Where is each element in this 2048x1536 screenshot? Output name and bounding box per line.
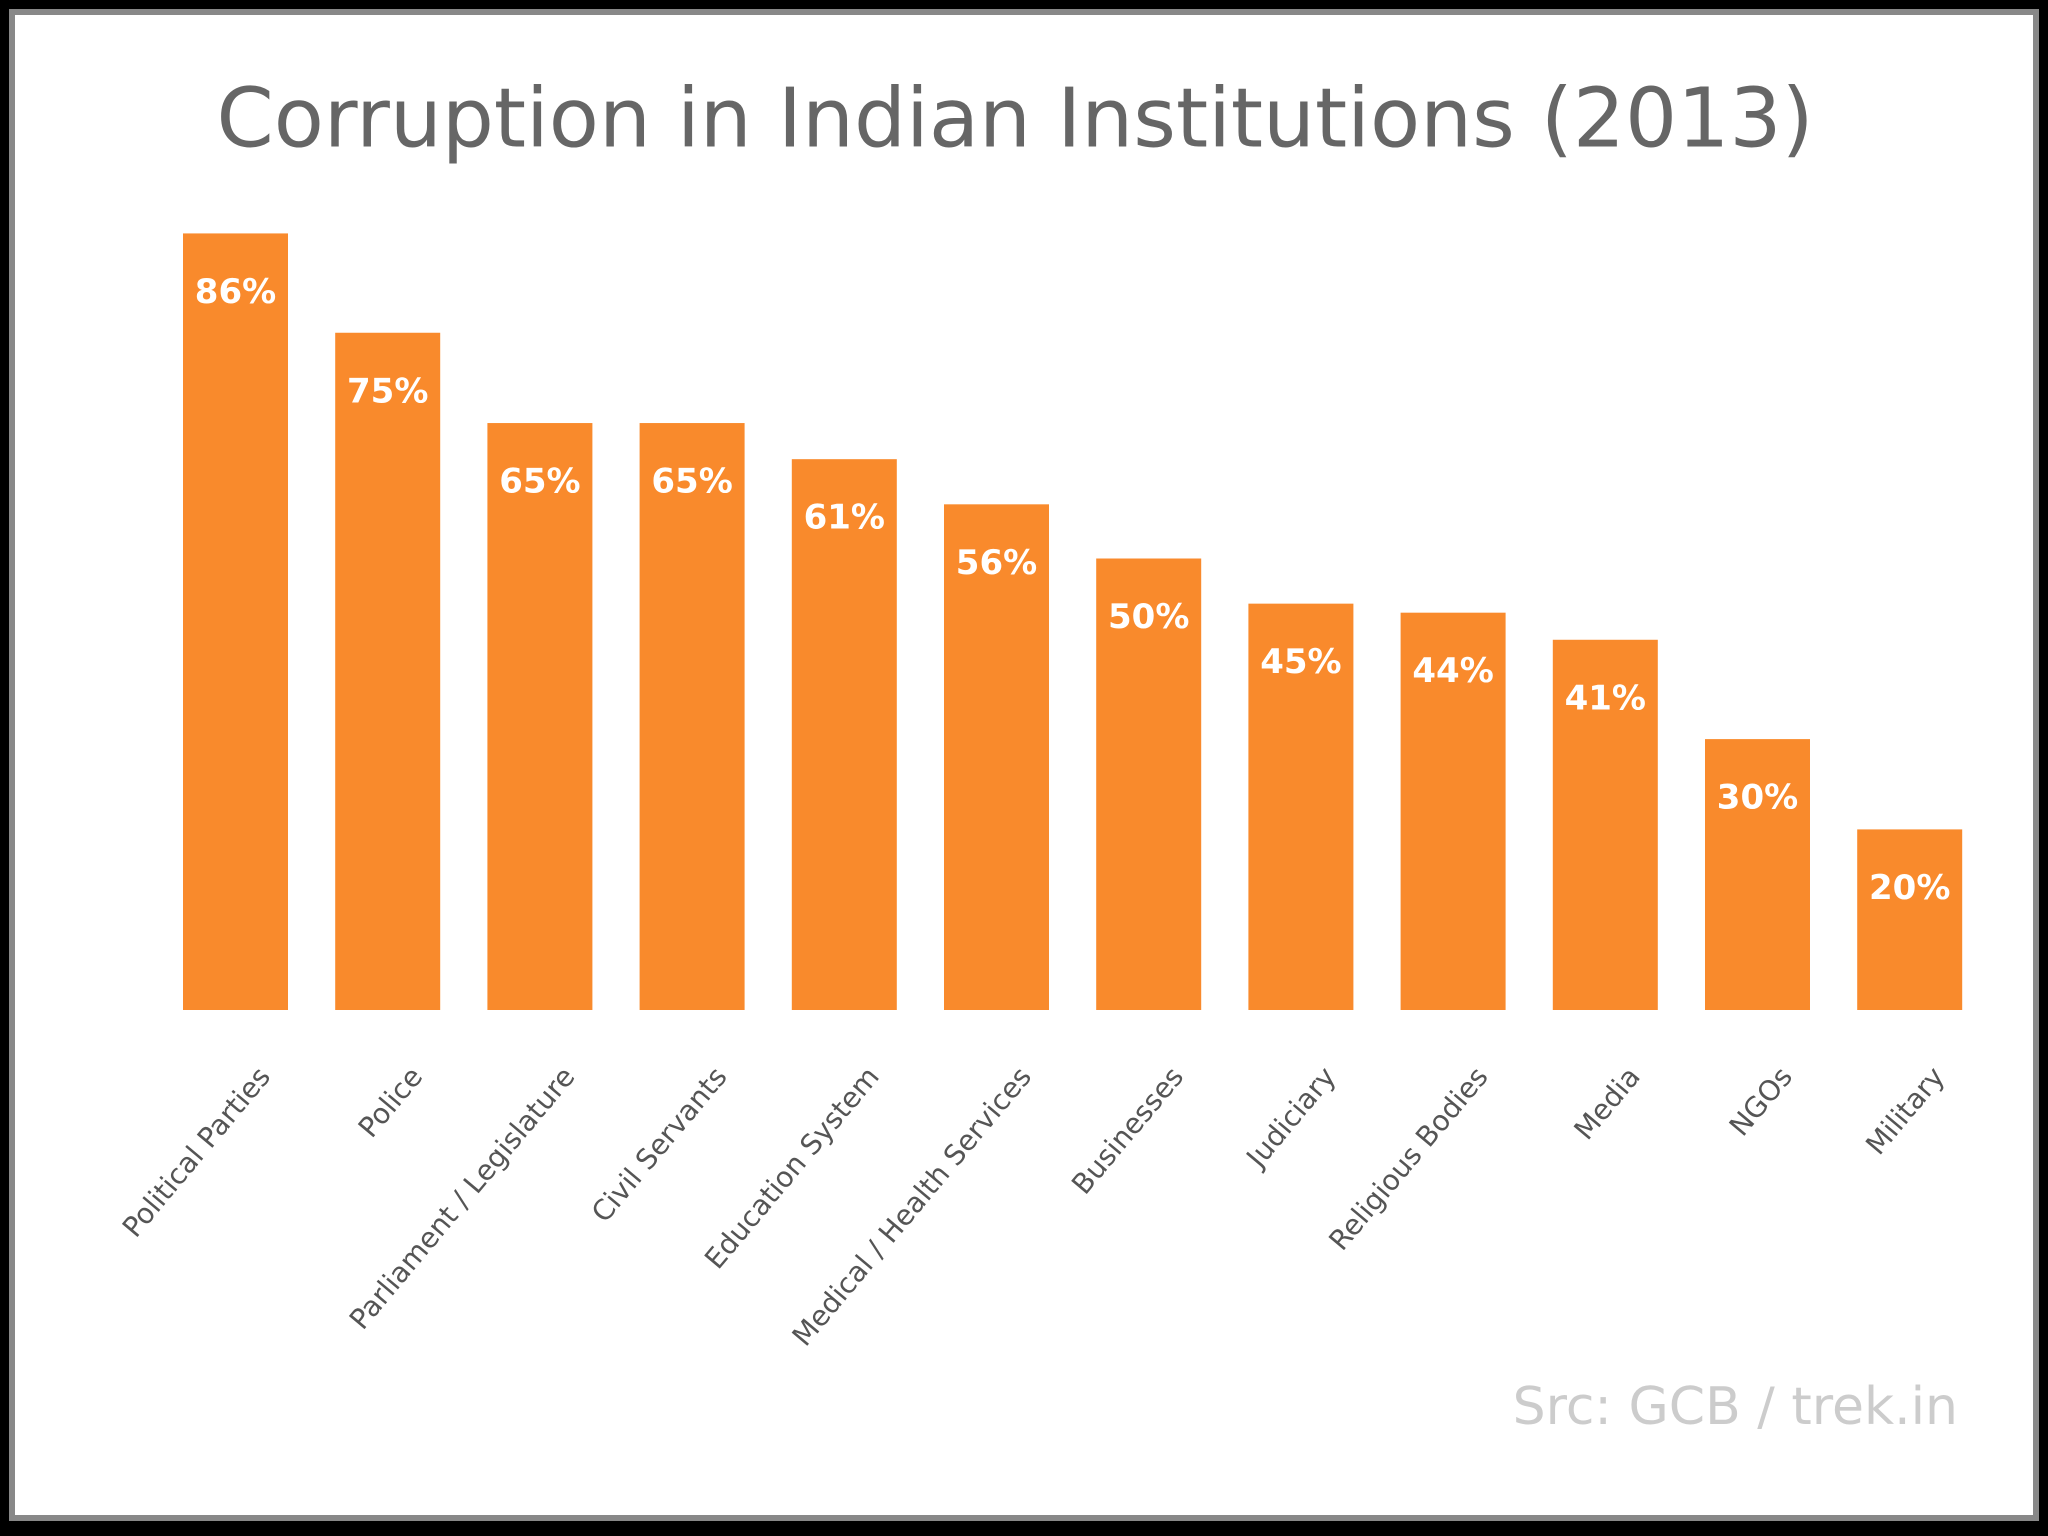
value-label: 56% bbox=[956, 543, 1037, 583]
bar bbox=[1248, 603, 1354, 1010]
value-label: 44% bbox=[1412, 651, 1493, 691]
bar bbox=[791, 459, 897, 1010]
value-label: 20% bbox=[1869, 868, 1950, 908]
bar bbox=[944, 504, 1049, 1010]
bar bbox=[1705, 739, 1810, 1010]
chart-title: Corruption in Indian Institutions (2013) bbox=[216, 71, 1813, 166]
value-label: 50% bbox=[1108, 597, 1189, 637]
bar bbox=[1857, 829, 1963, 1010]
value-label: 65% bbox=[651, 462, 732, 502]
value-label: 45% bbox=[1260, 642, 1341, 682]
bar bbox=[1552, 639, 1658, 1010]
value-label: 41% bbox=[1565, 678, 1646, 718]
value-label: 30% bbox=[1717, 778, 1798, 818]
bar bbox=[639, 423, 745, 1010]
value-label: 86% bbox=[195, 272, 276, 312]
value-label: 65% bbox=[499, 462, 580, 502]
bar bbox=[183, 233, 288, 1011]
value-label: 75% bbox=[347, 371, 428, 411]
value-label: 61% bbox=[804, 498, 885, 538]
bar bbox=[335, 332, 441, 1010]
bar bbox=[487, 423, 593, 1010]
bar bbox=[1096, 558, 1202, 1010]
source-note: Src: GCB / trek.in bbox=[1513, 1377, 1958, 1437]
bar bbox=[1400, 612, 1506, 1010]
